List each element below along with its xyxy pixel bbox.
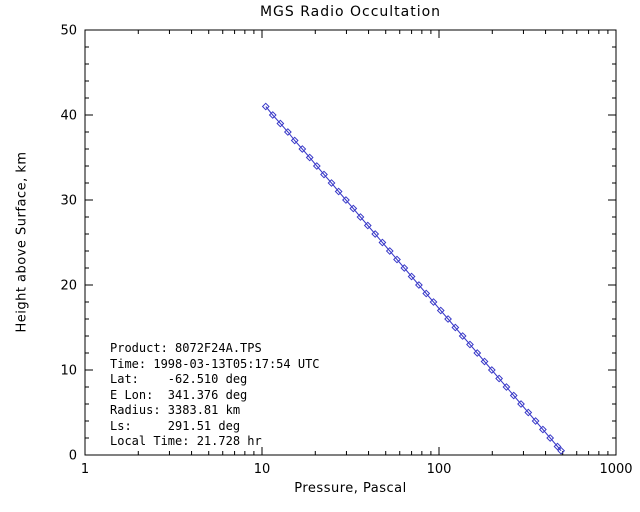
annotation-line-ls: Ls: 291.51 deg xyxy=(110,418,241,433)
annotation-line-time: Time: 1998-03-13T05:17:54 UTC xyxy=(110,356,320,371)
svg-text:20: 20 xyxy=(60,279,77,294)
x-axis-label: Pressure, Pascal xyxy=(294,481,407,496)
axis-frame xyxy=(84,29,617,456)
svg-text:50: 50 xyxy=(60,24,77,39)
annotation-line-local-time: Local Time: 21.728 hr xyxy=(110,434,262,448)
svg-text:10: 10 xyxy=(254,462,271,477)
svg-text:40: 40 xyxy=(60,109,77,124)
annotation-line-product: Product: 8072F24A.TPS xyxy=(110,341,262,355)
annotation-line-lat: Lat: -62.510 deg xyxy=(110,372,248,386)
svg-text:0: 0 xyxy=(69,449,77,464)
axis-ticks xyxy=(84,29,617,456)
y-axis-label: Height above Surface, km xyxy=(14,151,30,333)
svg-text:100: 100 xyxy=(427,462,452,477)
annotation-box: Product: 8072F24A.TPS Time: 1998-03-13T0… xyxy=(110,341,320,450)
svg-text:10: 10 xyxy=(60,364,77,379)
data-series xyxy=(261,102,566,455)
svg-text:1: 1 xyxy=(81,462,89,477)
axis-tick-labels: 1 10 100 1000 0 10 20 30 40 50 xyxy=(60,24,632,478)
annotation-line-radius: Radius: 3383.81 km xyxy=(110,403,241,417)
annotation-line-elon: E Lon: 341.376 deg xyxy=(110,387,248,402)
chart-title: MGS Radio Occultation xyxy=(259,4,442,20)
svg-text:1000: 1000 xyxy=(599,462,632,477)
svg-text:30: 30 xyxy=(60,194,77,209)
